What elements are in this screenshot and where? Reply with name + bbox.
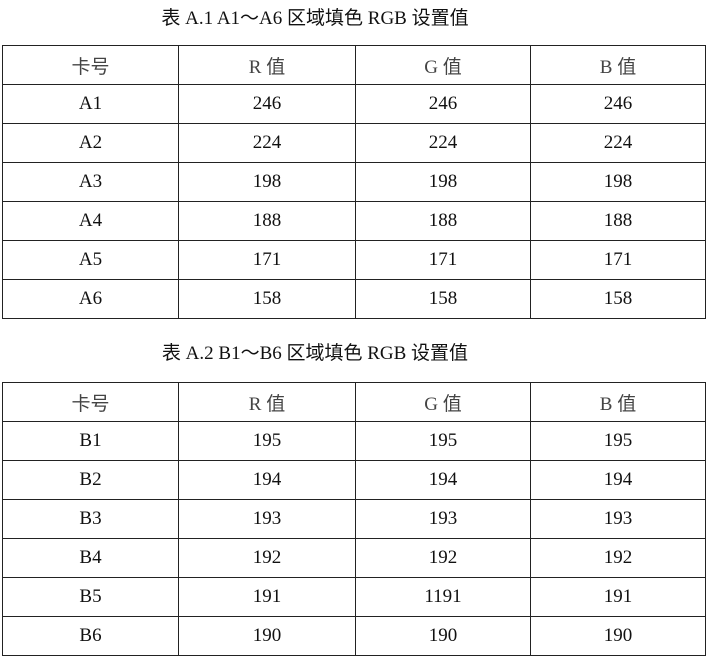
card-id-cell: A2 [2,123,179,163]
card-id-cell: B6 [2,616,179,656]
value-cell: 1191 [355,577,531,617]
card-id-cell: B3 [2,499,179,539]
table-row: B3 193 193 193 [2,499,706,539]
card-id-cell: A4 [2,201,179,241]
card-id-cell: B2 [2,460,179,500]
card-id-cell: A3 [2,162,179,202]
card-id-cell: B4 [2,538,179,578]
table-row: A6 158 158 158 [2,279,706,319]
table-row: B5 191 1191 191 [2,577,706,617]
column-header: 卡号 [2,45,179,85]
value-cell: 192 [178,538,356,578]
value-cell: 192 [530,538,706,578]
table-row: A2 224 224 224 [2,123,706,163]
value-cell: 171 [355,240,531,280]
value-cell: 195 [530,421,706,461]
value-cell: 190 [530,616,706,656]
value-cell: 171 [178,240,356,280]
value-cell: 195 [178,421,356,461]
column-header: G 值 [355,382,531,422]
card-id-cell: A1 [2,84,179,124]
table-row: A4 188 188 188 [2,201,706,241]
value-cell: 246 [355,84,531,124]
column-header: 卡号 [2,382,179,422]
value-cell: 188 [530,201,706,241]
value-cell: 194 [178,460,356,500]
value-cell: 192 [355,538,531,578]
table-a1-title: 表 A.1 A1～A6 区域填色 RGB 设置值 [161,8,469,29]
card-id-cell: B1 [2,421,179,461]
column-header: B 值 [530,382,706,422]
table-row: A5 171 171 171 [2,240,706,280]
column-header: R 值 [178,45,356,85]
table-row: A1 246 246 246 [2,84,706,124]
table-row: B4 192 192 192 [2,538,706,578]
value-cell: 188 [178,201,356,241]
value-cell: 158 [355,279,531,319]
value-cell: 246 [178,84,356,124]
column-header: G 值 [355,45,531,85]
value-cell: 190 [178,616,356,656]
value-cell: 224 [178,123,356,163]
value-cell: 198 [355,162,531,202]
value-cell: 190 [355,616,531,656]
value-cell: 224 [530,123,706,163]
value-cell: 198 [530,162,706,202]
table-row: B6 190 190 190 [2,616,706,656]
table-row: B2 194 194 194 [2,460,706,500]
value-cell: 191 [178,577,356,617]
column-header: R 值 [178,382,356,422]
value-cell: 191 [530,577,706,617]
value-cell: 171 [530,240,706,280]
value-cell: 193 [178,499,356,539]
table-a2-title: 表 A.2 B1～B6 区域填色 RGB 设置值 [161,343,469,364]
card-id-cell: B5 [2,577,179,617]
table-row: A3 198 198 198 [2,162,706,202]
value-cell: 194 [355,460,531,500]
value-cell: 158 [530,279,706,319]
card-id-cell: A5 [2,240,179,280]
value-cell: 246 [530,84,706,124]
value-cell: 158 [178,279,356,319]
column-header: B 值 [530,45,706,85]
value-cell: 193 [530,499,706,539]
table-row: B1 195 195 195 [2,421,706,461]
value-cell: 194 [530,460,706,500]
value-cell: 193 [355,499,531,539]
value-cell: 224 [355,123,531,163]
value-cell: 188 [355,201,531,241]
value-cell: 195 [355,421,531,461]
value-cell: 198 [178,162,356,202]
card-id-cell: A6 [2,279,179,319]
